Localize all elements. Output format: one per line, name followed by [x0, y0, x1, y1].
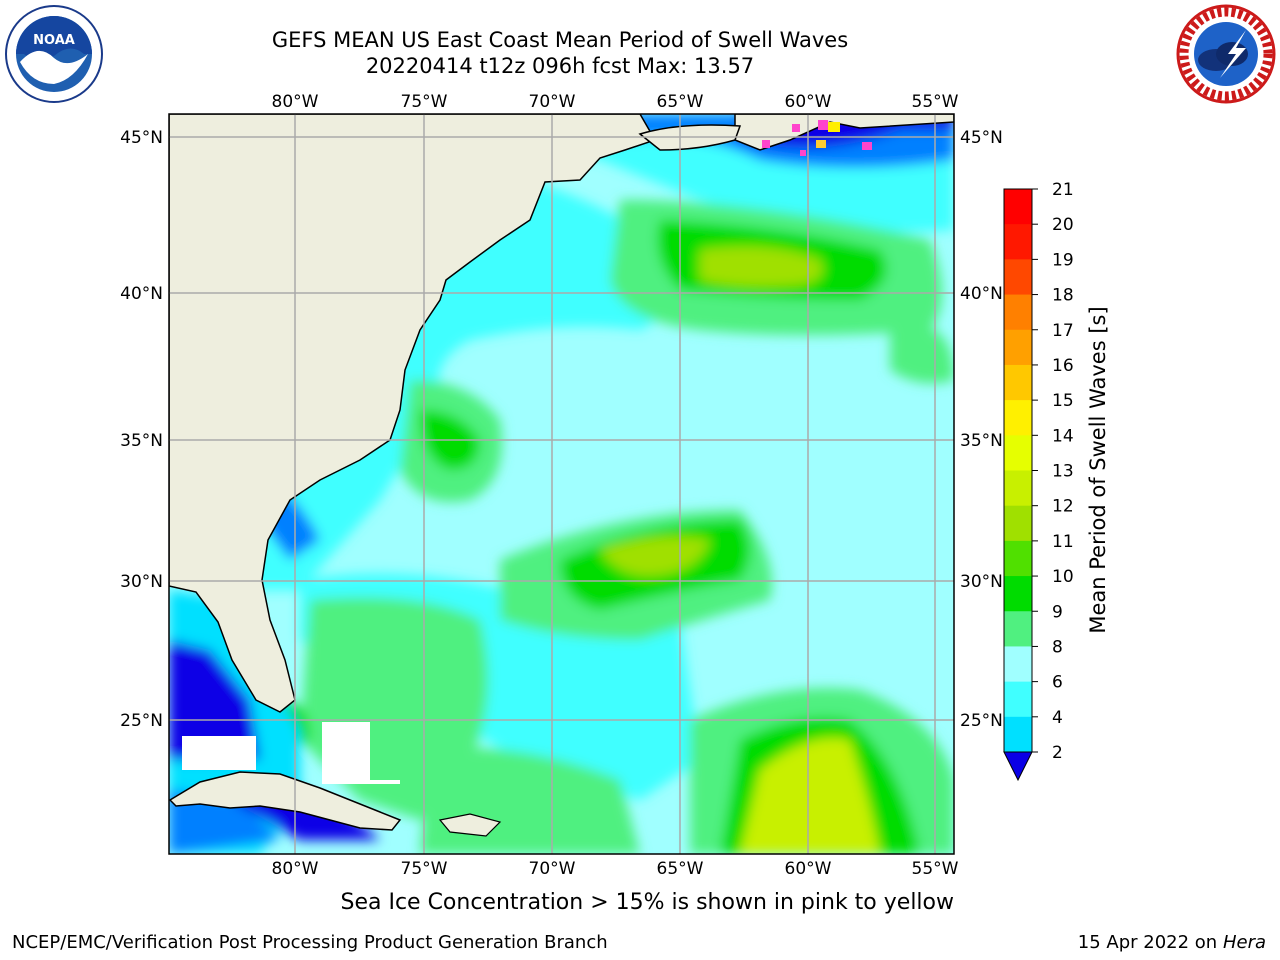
lon-label: 70°W — [529, 92, 576, 112]
colorbar-tick-label: 8 — [1052, 637, 1063, 657]
footer-machine: Hera — [1222, 932, 1266, 953]
missing-data-bahamas — [322, 722, 400, 784]
colorbar-tick-label: 12 — [1052, 497, 1074, 517]
map-frame — [168, 113, 955, 855]
lon-label: 55°W — [912, 859, 959, 879]
sea-ice-patches — [762, 120, 872, 156]
field-2-4s-caribbean — [169, 790, 280, 854]
hispaniola-land — [438, 813, 502, 837]
lon-label: 60°W — [785, 859, 832, 879]
lat-labels-left: 45°N 40°N 35°N 30°N 25°N — [120, 128, 163, 731]
colorbar-tick-label: 4 — [1052, 708, 1063, 728]
footer-credit: NCEP/EMC/Verification Post Processing Pr… — [12, 932, 608, 953]
lat-label: 40°N — [120, 284, 163, 304]
swell-period-field — [169, 114, 954, 854]
lon-label: 55°W — [912, 92, 959, 112]
colorbar-segment — [1004, 470, 1032, 507]
colorbar-tick-label: 19 — [1052, 250, 1074, 270]
cuba-land — [169, 771, 402, 831]
lat-label: 30°N — [960, 572, 1003, 592]
lat-label: 35°N — [960, 431, 1003, 451]
colorbar-segment — [1004, 189, 1032, 225]
footer-date-text: 15 Apr 2022 on — [1077, 932, 1223, 953]
lat-label: 35°N — [120, 431, 163, 451]
lon-label: 75°W — [401, 859, 448, 879]
field-11-13s-north — [700, 246, 823, 287]
colorbar-segment — [1004, 294, 1032, 331]
colorbar-segment — [1004, 505, 1032, 542]
lon-label: 70°W — [529, 859, 576, 879]
colorbar-segment — [1004, 329, 1032, 366]
footer-date: 15 Apr 2022 on Hera — [1078, 932, 1266, 953]
colorbar-segment — [1004, 716, 1032, 753]
lat-label: 40°N — [960, 284, 1003, 304]
colorbar-tick-label: 6 — [1052, 673, 1063, 693]
graticule — [169, 114, 954, 854]
colorbar-tick-label: 15 — [1052, 391, 1074, 411]
colorbar: 2 4 6 8 9 10 11 12 13 14 15 16 17 18 19 20 21 — [1003, 180, 1074, 782]
field-2-4s-gulf — [169, 640, 260, 760]
colorbar-tick-label: 20 — [1052, 215, 1074, 235]
field-9-10s-east — [890, 325, 954, 384]
colorbar-tick-label: 10 — [1052, 567, 1074, 587]
field-6-8s-coastal — [240, 160, 670, 590]
colorbar-tick-label: 18 — [1052, 286, 1074, 306]
lon-label: 75°W — [401, 92, 448, 112]
field-12-14s-southeast — [740, 738, 880, 854]
svg-text:NOAA: NOAA — [33, 33, 75, 48]
colorbar-tick-label: 21 — [1052, 180, 1074, 200]
field-11-13s-central — [600, 536, 710, 576]
chart-subtitle: 20220414 t12z 096h fcst Max: 13.57 — [365, 54, 755, 78]
colorbar-tick-label: 11 — [1052, 532, 1074, 552]
lon-label: 65°W — [657, 859, 704, 879]
lat-label: 45°N — [960, 128, 1003, 148]
colorbar-tick-label: 17 — [1052, 321, 1074, 341]
lon-label: 80°W — [272, 859, 319, 879]
colorbar-title: Mean Period of Swell Waves [s] — [1086, 306, 1110, 634]
lat-label: 30°N — [120, 572, 163, 592]
lon-label: 80°W — [272, 92, 319, 112]
chart-title: GEFS MEAN US East Coast Mean Period of S… — [271, 28, 849, 52]
colorbar-segment — [1004, 364, 1032, 401]
colorbar-segment — [1004, 435, 1032, 471]
colorbar-segment — [1004, 259, 1032, 296]
lon-label: 65°W — [657, 92, 704, 112]
colorbar-segment — [1004, 576, 1032, 612]
noaa-logo-icon: NOAA — [5, 5, 103, 103]
lon-label: 60°W — [785, 92, 832, 112]
colorbar-extend-arrow — [1003, 751, 1033, 782]
colorbar-tick-label: 14 — [1052, 426, 1074, 446]
lat-label: 25°N — [960, 711, 1003, 731]
lat-label: 25°N — [120, 711, 163, 731]
lon-labels-top: 80°W 75°W 70°W 65°W 60°W 55°W — [272, 92, 959, 112]
colorbar-tick-label: 16 — [1052, 356, 1074, 376]
colorbar-segment — [1004, 681, 1032, 718]
lat-labels-right: 45°N 40°N 35°N 30°N 25°N — [960, 128, 1003, 731]
colorbar-tick-label: 9 — [1052, 602, 1063, 622]
colorbar-segment — [1004, 400, 1032, 436]
colorbar-segment — [1004, 540, 1032, 577]
missing-data-gulf — [182, 736, 256, 770]
lon-labels-bottom: 80°W 75°W 70°W 65°W 60°W 55°W — [272, 859, 959, 879]
colorbar-tick-label: 13 — [1052, 462, 1074, 482]
colorbar-segment — [1004, 611, 1032, 647]
nws-logo-icon — [1176, 4, 1276, 104]
sea-ice-caption: Sea Ice Concentration > 15% is shown in … — [340, 890, 954, 915]
lat-label: 45°N — [120, 128, 163, 148]
colorbar-segment — [1004, 224, 1032, 260]
colorbar-tick-label: 2 — [1052, 743, 1063, 763]
colorbar-segment — [1004, 646, 1032, 683]
